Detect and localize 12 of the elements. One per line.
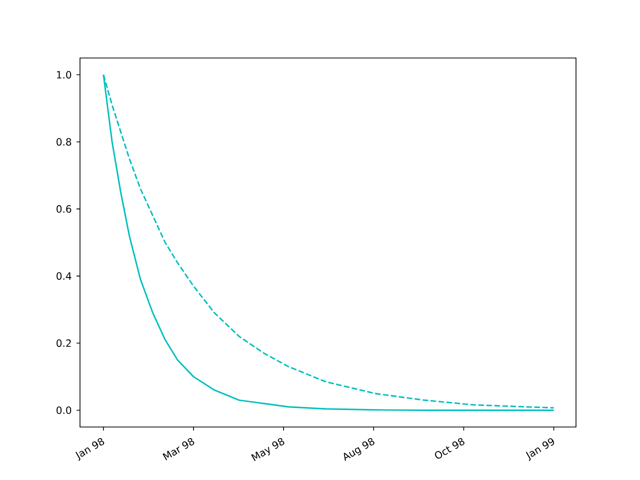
x-tick-label: Mar 98 [162, 438, 194, 460]
x-tick-label: Oct 98 [434, 438, 464, 459]
y-tick-label: 0.2 [56, 339, 71, 347]
y-tick-label: 0.6 [56, 205, 72, 213]
y-tick-label: 0.8 [56, 138, 72, 146]
y-tick-label: 1.0 [57, 70, 72, 79]
x-tick-label: Aug 98 [344, 438, 374, 462]
x-tick-label: Jan 98 [76, 438, 104, 461]
y-tick-label: 0.0 [56, 406, 72, 414]
x-tick-label: May 98 [251, 438, 284, 462]
x-tick-label: Jan 99 [526, 438, 554, 461]
y-tick-label: 0.4 [56, 272, 72, 280]
